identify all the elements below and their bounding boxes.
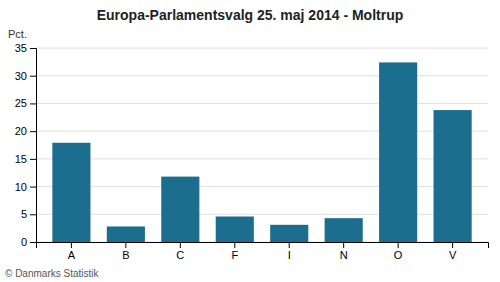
tick-label: V xyxy=(449,249,457,261)
title: Europa-Parlamentsvalg 25. maj 2014 - Mol… xyxy=(97,7,404,23)
footnote: © Danmarks Statistik xyxy=(5,268,100,279)
grid-line xyxy=(36,186,488,187)
tick-mark xyxy=(30,187,36,188)
tick: 30 xyxy=(15,70,36,82)
grid-line xyxy=(36,48,488,49)
tick-mark xyxy=(343,242,344,248)
tick-label: A xyxy=(68,249,76,261)
tick: F xyxy=(231,242,238,261)
tick: A xyxy=(68,242,76,261)
tick: 35 xyxy=(15,42,36,54)
tick-label: 35 xyxy=(15,42,27,54)
tick: 10 xyxy=(15,181,36,193)
tick-mark xyxy=(398,242,399,248)
tick-mark xyxy=(234,242,235,248)
bar xyxy=(434,110,472,242)
tick-label: 10 xyxy=(15,181,27,193)
tick-mark xyxy=(289,242,290,248)
tick-label: C xyxy=(176,249,184,261)
tick-label: 0 xyxy=(21,236,27,248)
tick-label: O xyxy=(394,249,403,261)
bar xyxy=(52,143,90,242)
tick: 25 xyxy=(15,97,36,109)
tick-label: F xyxy=(231,249,238,261)
tick-label: 20 xyxy=(15,125,27,137)
tick-mark xyxy=(30,103,36,104)
tick: O xyxy=(394,242,403,261)
tick-label: I xyxy=(288,249,291,261)
tick-mark xyxy=(30,131,36,132)
grid-line xyxy=(36,158,488,159)
grid xyxy=(36,48,488,242)
tick-label: 25 xyxy=(15,97,27,109)
grid-line xyxy=(36,214,488,215)
x-axis: ABCFINOV xyxy=(37,242,489,261)
tick: I xyxy=(288,242,291,261)
tick: 0 xyxy=(21,236,36,248)
bars xyxy=(52,62,471,242)
bar xyxy=(216,217,254,242)
axis-line xyxy=(30,49,37,243)
tick-label: 30 xyxy=(15,70,27,82)
tick: 20 xyxy=(15,125,36,137)
tick-label: 15 xyxy=(15,153,27,165)
bar xyxy=(161,177,199,242)
tick-mark xyxy=(30,214,36,215)
grid-line xyxy=(36,103,488,104)
tick-mark xyxy=(125,242,126,248)
axis-line xyxy=(37,243,489,249)
tick-label: N xyxy=(340,249,348,261)
tick-mark xyxy=(30,242,36,243)
chart: Europa-Parlamentsvalg 25. maj 2014 - Mol… xyxy=(0,0,500,282)
tick: 5 xyxy=(21,208,36,220)
tick: 15 xyxy=(15,153,36,165)
tick-mark xyxy=(30,48,36,49)
tick: N xyxy=(340,242,348,261)
axis-label: Pct. xyxy=(8,28,27,40)
bar xyxy=(270,225,308,242)
tick-mark xyxy=(30,76,36,77)
tick-mark xyxy=(180,242,181,248)
bar xyxy=(325,218,363,242)
grid-line xyxy=(36,131,488,132)
bar xyxy=(379,62,417,242)
grid-line xyxy=(36,75,488,76)
tick-label: B xyxy=(122,249,129,261)
tick: C xyxy=(176,242,184,261)
tick-label: 5 xyxy=(21,208,27,220)
tick: B xyxy=(122,242,129,261)
bar xyxy=(107,226,145,242)
y-axis: 0 5 10 15 20 25 30 35 xyxy=(15,42,37,248)
tick-mark xyxy=(71,242,72,248)
tick-mark xyxy=(452,242,453,248)
tick-mark xyxy=(30,159,36,160)
tick: V xyxy=(449,242,457,261)
